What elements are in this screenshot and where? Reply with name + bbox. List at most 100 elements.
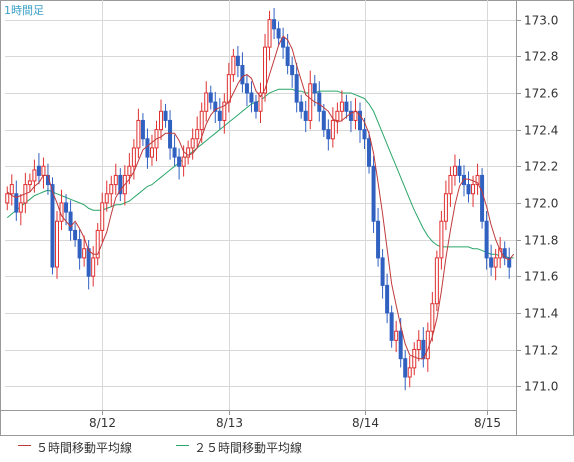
x-tick-label: 8/12 <box>89 416 116 430</box>
candle-body <box>118 174 123 195</box>
candle-body <box>493 257 498 268</box>
legend-ma25-label: ２５時間移動平均線 <box>194 441 303 455</box>
chart-grid <box>0 0 574 436</box>
candle-body <box>348 110 353 121</box>
timeframe-label: 1時間足 <box>4 4 44 17</box>
y-tick-label: 171.4 <box>524 307 558 321</box>
candle-body <box>113 174 118 186</box>
candle-body <box>18 202 23 213</box>
candle-body <box>14 193 19 213</box>
legend-ma5-label: ５時間移動平均線 <box>36 441 133 455</box>
candle-body <box>91 257 96 277</box>
candle-body <box>226 74 231 103</box>
y-tick-label: 171.0 <box>524 380 558 394</box>
y-tick-label: 172.4 <box>524 124 558 138</box>
candle-body <box>471 184 476 195</box>
candle-body <box>484 220 489 259</box>
candle-body <box>385 284 390 314</box>
candle-body <box>32 169 37 182</box>
candle-body <box>36 165 41 176</box>
candle-body <box>448 174 453 195</box>
legend-ma5-swatch <box>18 445 31 446</box>
candle-body <box>235 55 240 66</box>
candle-body <box>68 211 73 231</box>
candle-body <box>104 193 109 204</box>
candle-body <box>9 184 14 195</box>
candle-body <box>457 165 462 176</box>
y-tick-label: 172.6 <box>524 87 558 101</box>
candle-body <box>507 257 512 268</box>
candle-body <box>258 92 263 112</box>
candle-body <box>272 19 277 30</box>
legend-ma25-swatch <box>176 445 189 446</box>
candle-body <box>136 119 141 149</box>
candle-body <box>163 110 168 121</box>
candle-body <box>249 92 254 103</box>
candle-body <box>267 19 272 48</box>
candle-body <box>100 202 105 231</box>
candle-body <box>290 64 295 76</box>
candle-body <box>27 180 32 186</box>
candle-body <box>5 193 10 204</box>
candle-body <box>168 119 173 149</box>
legend: ５時間移動平均線 ２５時間移動平均線 <box>0 436 574 462</box>
candle-body <box>208 92 213 103</box>
candle-body <box>172 147 177 158</box>
y-tick-label: 173.0 <box>524 14 558 28</box>
candle-body <box>412 349 417 369</box>
candle-body <box>294 74 299 103</box>
candle-body <box>190 138 195 149</box>
candle-body <box>308 83 313 121</box>
candle-body <box>244 83 249 94</box>
candle-body <box>339 101 344 112</box>
candle-body <box>181 156 186 167</box>
candle-body <box>443 193 448 222</box>
y-tick-label: 172.2 <box>524 160 558 174</box>
candle-body <box>159 110 164 131</box>
candle-body <box>281 37 286 48</box>
candle-body <box>82 248 87 259</box>
y-tick-label: 172.0 <box>524 197 558 211</box>
candle-body <box>64 202 69 213</box>
candle-body <box>425 330 430 360</box>
candle-body <box>407 367 412 378</box>
candle-body <box>149 147 154 158</box>
candle-body <box>376 220 381 259</box>
y-tick-label: 171.6 <box>524 270 558 284</box>
candle-body <box>480 174 485 222</box>
candlesticks <box>5 7 512 391</box>
candle-body <box>475 174 480 186</box>
candle-body <box>416 339 421 351</box>
candle-body <box>367 138 372 167</box>
candle-body <box>86 248 91 277</box>
y-tick-label: 171.8 <box>524 234 558 248</box>
x-tick-label: 8/14 <box>352 416 379 430</box>
candle-body <box>217 110 222 121</box>
ma5-line <box>6 35 515 360</box>
candle-body <box>222 101 227 121</box>
candle-body <box>240 64 245 85</box>
candle-body <box>430 303 435 332</box>
candle-body <box>362 129 367 140</box>
candle-body <box>204 92 209 112</box>
candle-body <box>489 257 494 268</box>
candle-body <box>231 55 236 76</box>
x-axis: 8/12 8/13 8/14 8/15 <box>89 410 501 430</box>
candle-body <box>434 257 439 305</box>
candle-body <box>95 229 100 259</box>
candle-body <box>317 92 322 112</box>
candle-body <box>253 101 258 112</box>
candle-body <box>357 110 362 131</box>
candle-body <box>403 358 408 378</box>
candle-body <box>199 110 204 131</box>
candle-body <box>55 220 60 268</box>
candle-body <box>330 119 335 140</box>
candle-body <box>77 239 82 259</box>
candle-body <box>344 101 349 112</box>
candle-body <box>312 83 317 94</box>
candle-body <box>466 184 471 195</box>
y-tick-label: 172.8 <box>524 50 558 64</box>
candle-body <box>109 184 114 195</box>
candle-body <box>380 257 385 286</box>
candle-body <box>299 101 304 112</box>
